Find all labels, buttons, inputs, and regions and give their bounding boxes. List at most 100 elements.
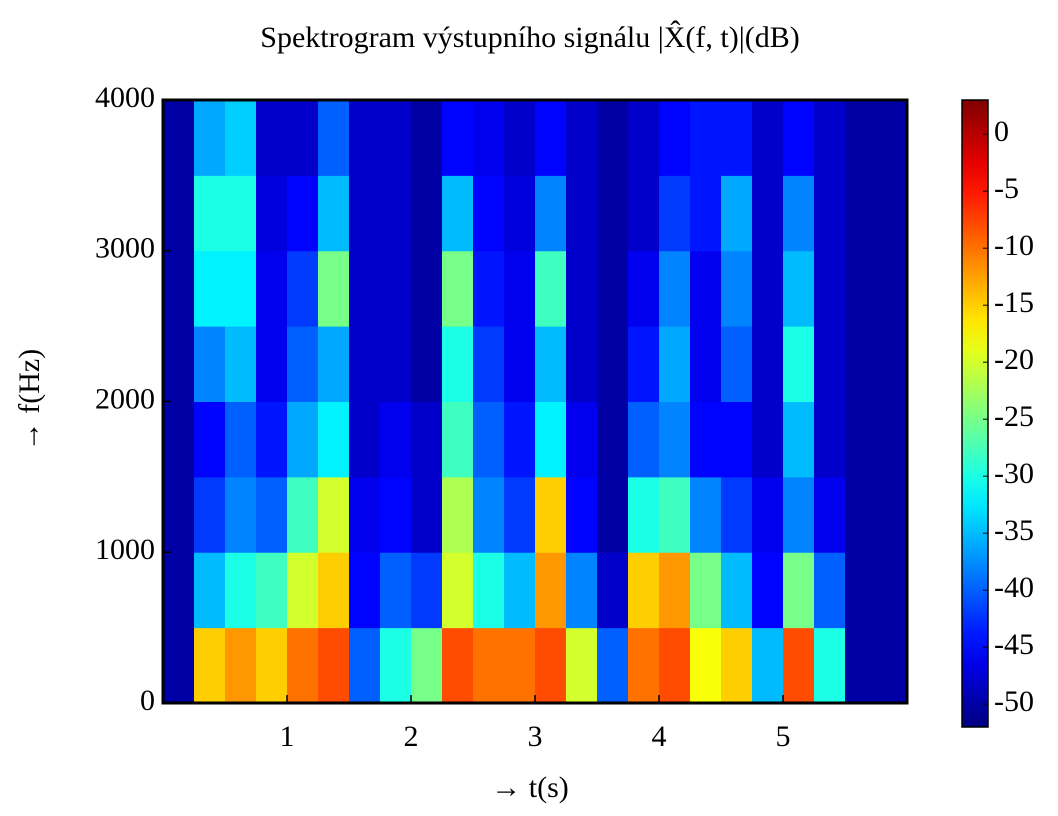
cell <box>845 401 877 478</box>
colorbar-tick-label: 0 <box>994 115 1009 148</box>
cell <box>876 627 908 704</box>
cell <box>163 401 195 478</box>
cell <box>473 250 505 327</box>
cell <box>814 175 846 252</box>
cell <box>783 175 815 252</box>
cell <box>318 627 350 704</box>
cell <box>566 627 598 704</box>
cell <box>225 326 257 402</box>
cell <box>411 552 443 629</box>
cell <box>380 326 412 402</box>
cell <box>225 175 257 252</box>
cell <box>287 627 319 704</box>
cell <box>752 476 784 553</box>
cell <box>721 552 753 629</box>
cell <box>690 175 722 252</box>
cell <box>256 401 288 478</box>
cell <box>876 476 908 553</box>
cell <box>752 552 784 629</box>
cell <box>535 476 567 553</box>
cell <box>225 476 257 553</box>
cell <box>566 175 598 252</box>
cell <box>163 326 195 402</box>
cell <box>504 627 536 704</box>
cell <box>783 326 815 402</box>
cell <box>845 175 877 252</box>
cell <box>411 476 443 553</box>
colorbar-tick-label: -30 <box>994 457 1034 490</box>
cell <box>814 401 846 478</box>
cell <box>380 552 412 629</box>
cell <box>163 175 195 252</box>
cell <box>473 326 505 402</box>
cell <box>721 476 753 553</box>
cell <box>845 476 877 553</box>
cell <box>473 100 505 176</box>
cell <box>163 476 195 553</box>
cell <box>256 476 288 553</box>
cell <box>256 627 288 704</box>
cell <box>504 175 536 252</box>
cell <box>349 627 381 704</box>
cell <box>442 401 474 478</box>
cell <box>566 401 598 478</box>
cell <box>349 552 381 629</box>
cell <box>876 552 908 629</box>
cell <box>349 175 381 252</box>
cell <box>163 627 195 704</box>
cell <box>876 100 908 176</box>
cell <box>659 476 691 553</box>
colorbar-tick-label: -5 <box>994 172 1019 205</box>
y-tick-label: 4000 <box>95 81 155 114</box>
cell <box>690 250 722 327</box>
cell <box>504 401 536 478</box>
cell <box>442 326 474 402</box>
cell <box>814 100 846 176</box>
cell <box>194 476 226 553</box>
cell <box>814 552 846 629</box>
cell <box>473 627 505 704</box>
cell <box>194 401 226 478</box>
cell <box>287 100 319 176</box>
y-tick-label: 3000 <box>95 232 155 265</box>
colorbar <box>961 99 989 728</box>
cell <box>690 627 722 704</box>
cell <box>380 476 412 553</box>
cell <box>380 250 412 327</box>
cell <box>597 326 629 402</box>
cell <box>628 326 660 402</box>
cell <box>628 175 660 252</box>
cell <box>628 250 660 327</box>
y-tick-label: 2000 <box>95 382 155 415</box>
cell <box>566 326 598 402</box>
cell <box>721 250 753 327</box>
cell <box>566 100 598 176</box>
cell <box>411 100 443 176</box>
cell <box>597 175 629 252</box>
cell <box>690 552 722 629</box>
cell <box>876 250 908 327</box>
cell <box>845 100 877 176</box>
cell <box>318 175 350 252</box>
cell <box>287 175 319 252</box>
cell <box>349 401 381 478</box>
cell <box>535 250 567 327</box>
cell <box>535 627 567 704</box>
cell <box>535 100 567 176</box>
cell <box>473 552 505 629</box>
cell <box>163 250 195 327</box>
cell <box>721 100 753 176</box>
cell <box>752 175 784 252</box>
cell <box>752 326 784 402</box>
cell <box>225 250 257 327</box>
cell <box>442 627 474 704</box>
cell <box>783 476 815 553</box>
cell <box>442 100 474 176</box>
colorbar-tick-label: -45 <box>994 628 1034 661</box>
cell <box>256 100 288 176</box>
y-tick-label: 1000 <box>95 533 155 566</box>
cell <box>194 552 226 629</box>
cell <box>597 627 629 704</box>
cell <box>690 476 722 553</box>
cell <box>256 250 288 327</box>
